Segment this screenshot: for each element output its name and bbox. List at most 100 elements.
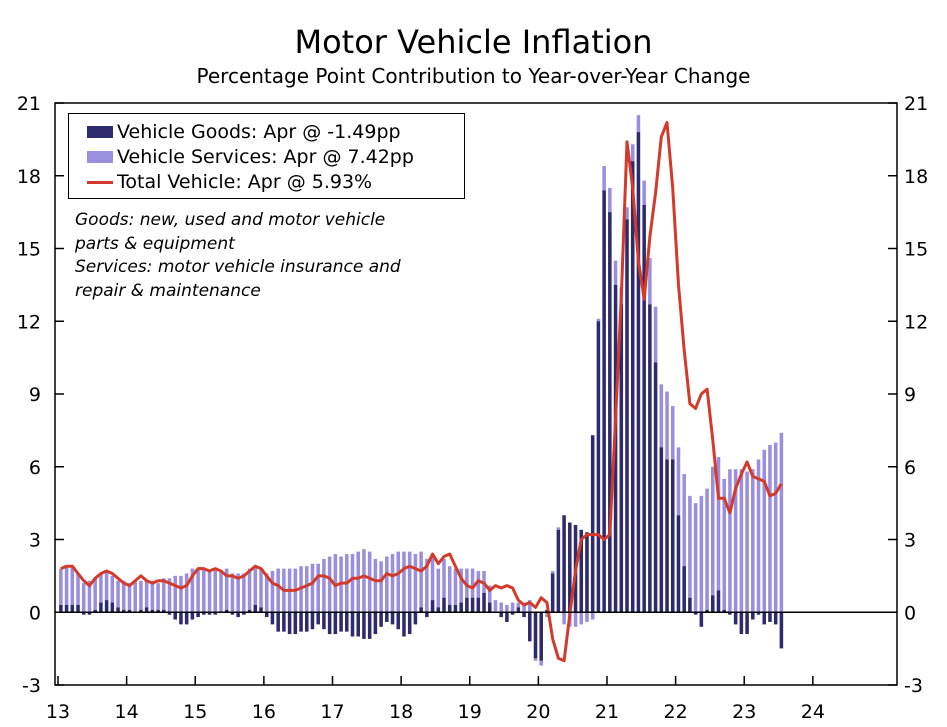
goods-bar — [373, 612, 378, 635]
goods-bar — [556, 529, 561, 613]
goods-bar — [339, 612, 343, 632]
services-bar — [230, 573, 235, 613]
goods-bar — [465, 597, 469, 613]
goods-bar — [728, 612, 732, 615]
services-bar — [522, 602, 526, 613]
services-bar — [773, 442, 778, 613]
legend-label-total: Total Vehicle: Apr @ 5.93% — [117, 171, 373, 193]
goods-bar — [316, 612, 320, 625]
y-tick-label-left: -3 — [22, 675, 41, 697]
y-tick-label-right: 18 — [904, 166, 928, 188]
goods-bar — [310, 612, 315, 630]
y-tick-label-right: 12 — [904, 311, 928, 333]
services-bar — [722, 478, 726, 610]
goods-bar — [350, 612, 355, 637]
goods-bar — [487, 602, 492, 613]
goods-bar — [173, 612, 178, 620]
goods-bar — [356, 612, 360, 637]
y-tick-label-left: 15 — [17, 239, 41, 261]
services-bar — [705, 488, 709, 610]
goods-bar — [76, 604, 80, 613]
services-bar — [59, 568, 63, 605]
goods-bar — [322, 612, 326, 630]
goods-bar — [751, 612, 755, 620]
goods-bar — [550, 573, 555, 613]
goods-bar — [110, 602, 115, 613]
services-bar — [93, 578, 97, 610]
services-bar — [711, 466, 715, 596]
services-bar — [613, 260, 618, 285]
y-tick-label-right: 3 — [904, 530, 916, 552]
goods-bar — [87, 612, 92, 615]
services-bar — [470, 568, 475, 598]
goods-bar — [385, 612, 389, 622]
goods-bar — [568, 522, 572, 613]
goods-bar — [150, 609, 155, 613]
services-bar — [270, 571, 275, 613]
goods-bar — [59, 604, 63, 613]
services-bar — [728, 469, 732, 613]
total-line — [60, 120, 783, 663]
services-bar — [156, 583, 160, 610]
goods-bar — [202, 612, 206, 615]
note-line: parts & equipment — [75, 233, 235, 254]
goods-bar — [247, 609, 252, 613]
services-bar — [64, 566, 69, 605]
goods-bar — [590, 435, 595, 613]
goods-bar — [287, 612, 292, 635]
services-bar — [81, 583, 86, 613]
goods-bar — [253, 604, 258, 613]
goods-bar — [270, 612, 275, 625]
services-bar — [390, 554, 395, 613]
goods-bar — [236, 612, 240, 618]
services-bar — [459, 568, 463, 603]
services-bar — [751, 469, 755, 613]
goods-bar — [162, 609, 166, 613]
services-bar — [590, 612, 595, 620]
services-bar — [716, 457, 721, 591]
goods-bar — [327, 612, 332, 635]
services-bar — [493, 600, 498, 613]
goods-bar — [264, 612, 269, 618]
services-bar — [121, 580, 126, 610]
goods-bar — [716, 590, 721, 613]
services-bar — [516, 602, 521, 608]
goods-bar — [436, 607, 441, 613]
goods-bar — [522, 612, 526, 618]
x-tick-label: 20 — [526, 701, 550, 723]
services-bar — [76, 573, 80, 605]
services-bar — [356, 551, 360, 613]
goods-bar — [224, 609, 229, 613]
goods-bar — [259, 607, 263, 613]
legend-item-goods: Vehicle Goods: Apr @ -1.49pp — [87, 120, 401, 144]
services-bar — [670, 406, 675, 460]
services-bar — [487, 585, 492, 603]
services-bar — [127, 583, 132, 610]
services-bar — [402, 551, 406, 613]
goods-bar — [756, 612, 761, 615]
goods-bar — [510, 612, 515, 615]
goods-bar — [242, 612, 246, 615]
goods-bar — [396, 612, 401, 630]
services-bar — [636, 115, 641, 133]
y-tick-label-left: 18 — [17, 166, 41, 188]
services-bar — [653, 306, 658, 363]
goods-bar — [688, 597, 692, 613]
goods-bar — [447, 604, 452, 613]
goods-bar — [676, 515, 681, 613]
x-tick-label: 16 — [252, 701, 276, 723]
goods-bar — [127, 609, 132, 613]
goods-bar — [139, 609, 143, 613]
goods-bar — [179, 612, 183, 625]
services-bar — [579, 612, 584, 625]
services-bar — [150, 580, 155, 610]
goods-bars — [59, 132, 784, 661]
services-bar — [642, 180, 646, 205]
goods-bar — [608, 212, 612, 613]
services-bar — [144, 580, 149, 608]
goods-bar — [562, 515, 566, 613]
goods-bar — [505, 612, 509, 622]
y-tick-label-right: 0 — [904, 602, 916, 624]
note-line: Goods: new, used and motor vehicle — [75, 210, 386, 230]
services-bar — [264, 573, 269, 613]
